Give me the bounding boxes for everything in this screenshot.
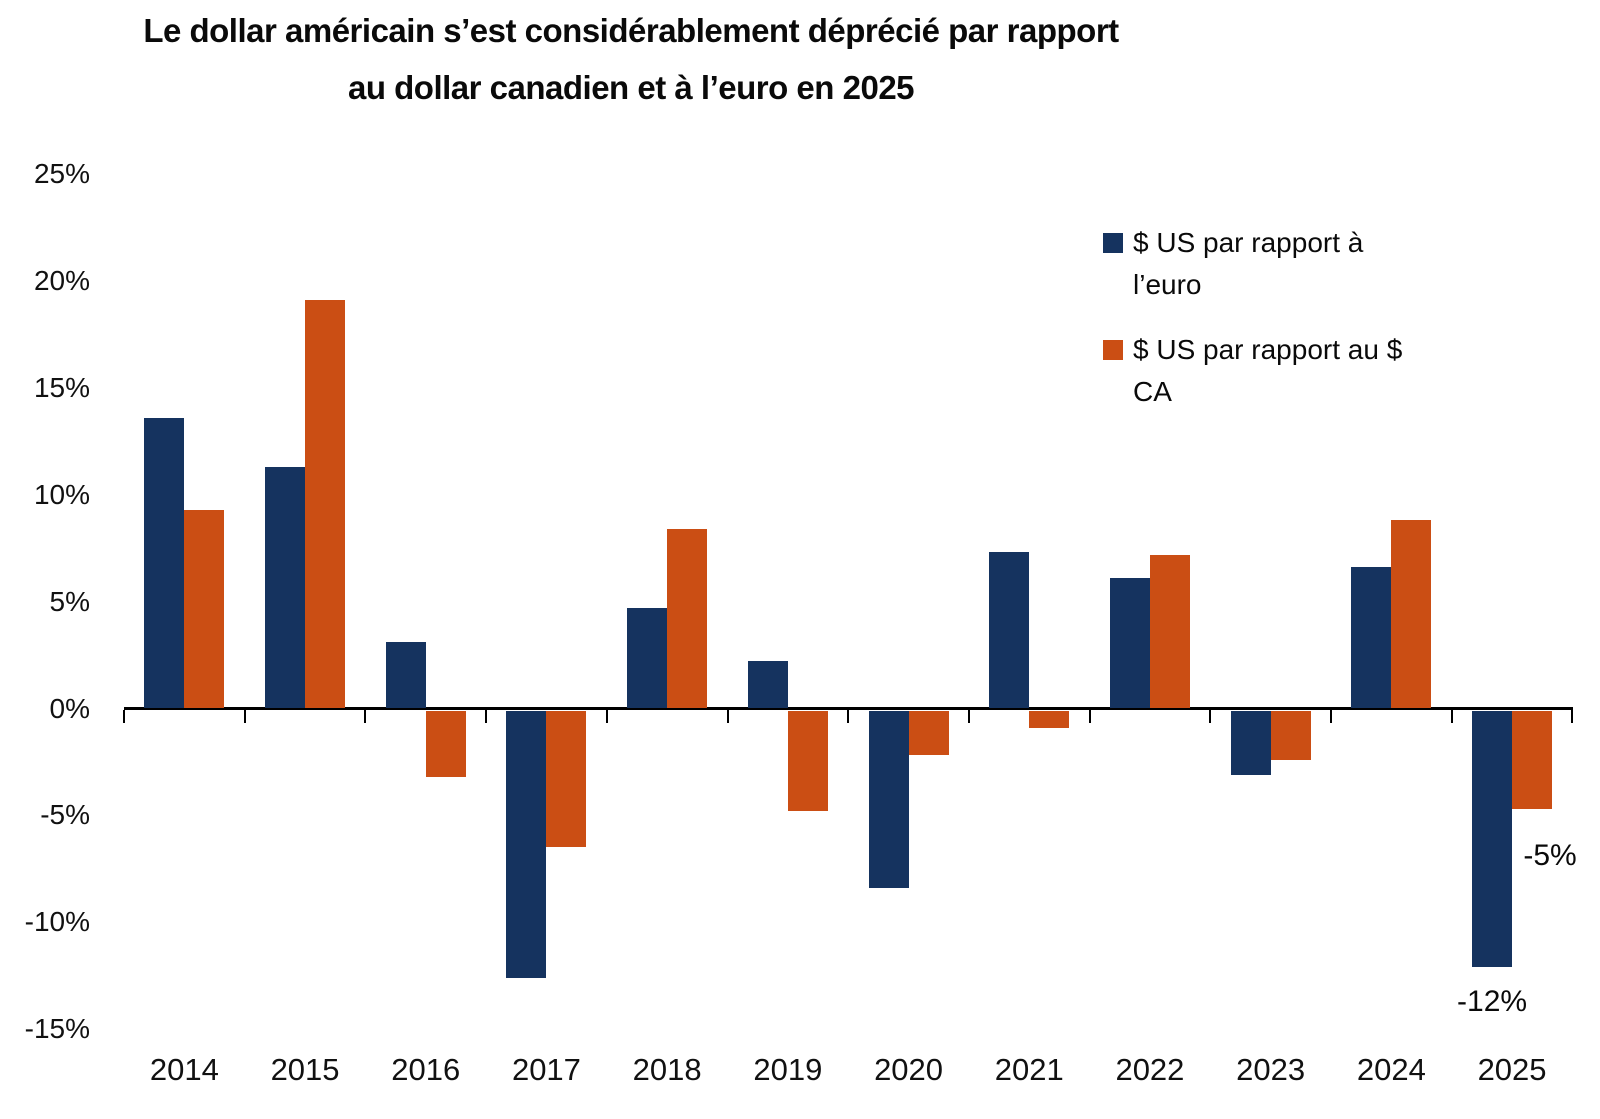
x-axis-label-2021: 2021: [994, 1052, 1064, 1087]
x-axis-tick: [123, 710, 125, 723]
bar-cad-2024: [1391, 520, 1432, 709]
x-axis-tick: [364, 710, 367, 723]
x-axis-label-2025: 2025: [1477, 1052, 1547, 1087]
x-axis-tick: [485, 710, 488, 723]
bar-cad-2018: [667, 528, 708, 709]
x-axis-tick: [605, 710, 608, 723]
y-axis-label-5: 5%: [49, 585, 90, 617]
x-axis-line: [124, 707, 1573, 710]
chart-title-line-2: au dollar canadien et à l’euro en 2025: [347, 69, 915, 106]
bar-euro-2019: [747, 661, 788, 709]
y-axis-label--5: -5%: [40, 799, 90, 831]
x-axis-label-2014: 2014: [149, 1052, 219, 1087]
x-axis-tick: [1209, 710, 1212, 723]
bar-cad-2017: [546, 710, 587, 848]
bar-cad-2021: [1029, 710, 1070, 728]
y-axis-label-0: 0%: [49, 692, 90, 724]
x-axis-tick: [847, 710, 850, 723]
y-axis-label--15: -15%: [24, 1013, 90, 1045]
y-axis-label--10: -10%: [24, 906, 90, 938]
bar-cad-2015: [305, 300, 346, 709]
bar-cad-2020: [908, 710, 949, 756]
bar-euro-2022: [1109, 578, 1150, 709]
data-label--5: -5%: [1523, 838, 1577, 872]
x-axis-label-2022: 2022: [1115, 1052, 1185, 1087]
x-axis-label-2017: 2017: [511, 1052, 581, 1087]
y-axis-label-10: 10%: [33, 478, 90, 510]
bar-cad-2019: [787, 710, 828, 811]
legend-swatch-cad: [1103, 340, 1123, 360]
bar-cad-2014: [184, 509, 225, 709]
y-axis-label-25: 25%: [33, 158, 90, 190]
x-axis-tick: [967, 710, 970, 723]
bar-euro-2016: [385, 642, 426, 709]
x-axis-tick: [243, 710, 246, 723]
bar-cad-2022: [1149, 554, 1190, 709]
x-axis-label-2019: 2019: [753, 1052, 823, 1087]
bar-cad-2025: [1512, 710, 1553, 809]
x-axis-label-2020: 2020: [874, 1052, 944, 1087]
legend-label-euro: $ US par rapport à l’euro: [1133, 227, 1364, 300]
bar-euro-2015: [265, 467, 306, 709]
bar-cad-2023: [1270, 710, 1311, 760]
x-axis-tick: [1571, 710, 1574, 723]
bar-cad-2016: [425, 710, 466, 777]
bar-euro-2020: [868, 710, 909, 888]
y-axis-label-15: 15%: [33, 371, 90, 403]
x-axis-tick: [1330, 710, 1332, 723]
x-axis-tick: [1088, 710, 1091, 723]
legend-label-cad: $ US par rapport au $ CA: [1133, 334, 1403, 407]
bar-euro-2014: [144, 417, 185, 709]
chart-title: Le dollar américain s’est considérableme…: [0, 2, 1262, 116]
x-axis-label-2023: 2023: [1236, 1052, 1306, 1087]
x-axis-tick: [1450, 710, 1453, 723]
chart-title-line-1: Le dollar américain s’est considérableme…: [143, 12, 1119, 49]
x-axis-label-2015: 2015: [270, 1052, 340, 1087]
legend-swatch-euro: [1103, 233, 1123, 253]
y-axis-label-20: 20%: [33, 265, 90, 297]
bar-euro-2025: [1472, 710, 1513, 967]
legend-item-euro: $ US par rapport à l’euro: [1103, 222, 1423, 306]
data-label--12: -12%: [1457, 984, 1528, 1018]
legend-item-cad: $ US par rapport au $ CA: [1103, 329, 1423, 413]
bar-euro-2024: [1351, 567, 1392, 709]
bar-euro-2018: [627, 608, 668, 709]
legend: $ US par rapport à l’euro $ US par rappo…: [1103, 222, 1423, 436]
x-axis-label-2024: 2024: [1356, 1052, 1426, 1087]
x-axis-label-2018: 2018: [632, 1052, 702, 1087]
x-axis-label-2016: 2016: [391, 1052, 461, 1087]
bar-euro-2021: [989, 552, 1030, 709]
x-axis-tick: [726, 710, 729, 723]
bar-euro-2023: [1230, 710, 1271, 775]
bar-euro-2017: [506, 710, 547, 978]
